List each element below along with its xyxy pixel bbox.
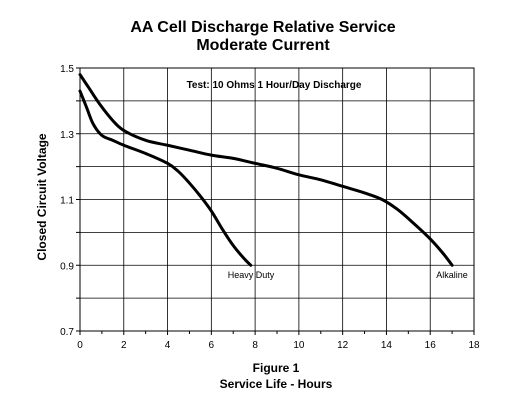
y-tick-label: 1.1	[60, 196, 74, 207]
chart-title-line-2: Moderate Current	[196, 37, 330, 54]
series-line-alkaline	[78, 73, 454, 267]
x-tick-label: 6	[209, 340, 215, 351]
x-ticks: 0 2 4 6 8 10 12 14 16 18	[77, 331, 480, 351]
y-tick-label: 0.7	[60, 327, 74, 338]
x-axis-title-line-2: Service Life - Hours	[220, 377, 333, 391]
x-tick-label: 8	[252, 340, 258, 351]
y-tick-label: 1.3	[60, 130, 74, 141]
y-tick-label: 1.5	[60, 64, 74, 75]
x-tick-label: 14	[381, 340, 393, 351]
series-label-heavy-duty: Heavy Duty	[228, 270, 275, 280]
plot-area: 0 2 4 6 8 10 12 14 16 18 0.7 0.9 1.1 1.3 1.5	[60, 64, 480, 351]
series-label-alkaline: Alkaline	[436, 270, 468, 280]
x-tick-label: 4	[165, 340, 171, 351]
y-ticks: 0.7 0.9 1.1 1.3 1.5	[60, 64, 80, 338]
y-axis-title: Closed Circuit Voltage	[35, 133, 49, 260]
chart-title-line-1: AA Cell Discharge Relative Service	[130, 19, 395, 36]
series-lines	[78, 73, 454, 267]
y-tick-label: 0.9	[60, 261, 74, 272]
x-tick-label: 2	[121, 340, 127, 351]
x-tick-label: 12	[337, 340, 349, 351]
x-tick-label: 16	[425, 340, 437, 351]
x-tick-label: 0	[77, 340, 83, 351]
x-axis-title-line-1: Figure 1	[253, 361, 300, 375]
test-conditions-annotation: Test: 10 Ohms 1 Hour/Day Discharge	[187, 80, 362, 91]
series-line-heavy-duty	[78, 89, 253, 267]
x-tick-label: 18	[468, 340, 480, 351]
x-tick-label: 10	[293, 340, 305, 351]
gridlines	[79, 67, 475, 332]
